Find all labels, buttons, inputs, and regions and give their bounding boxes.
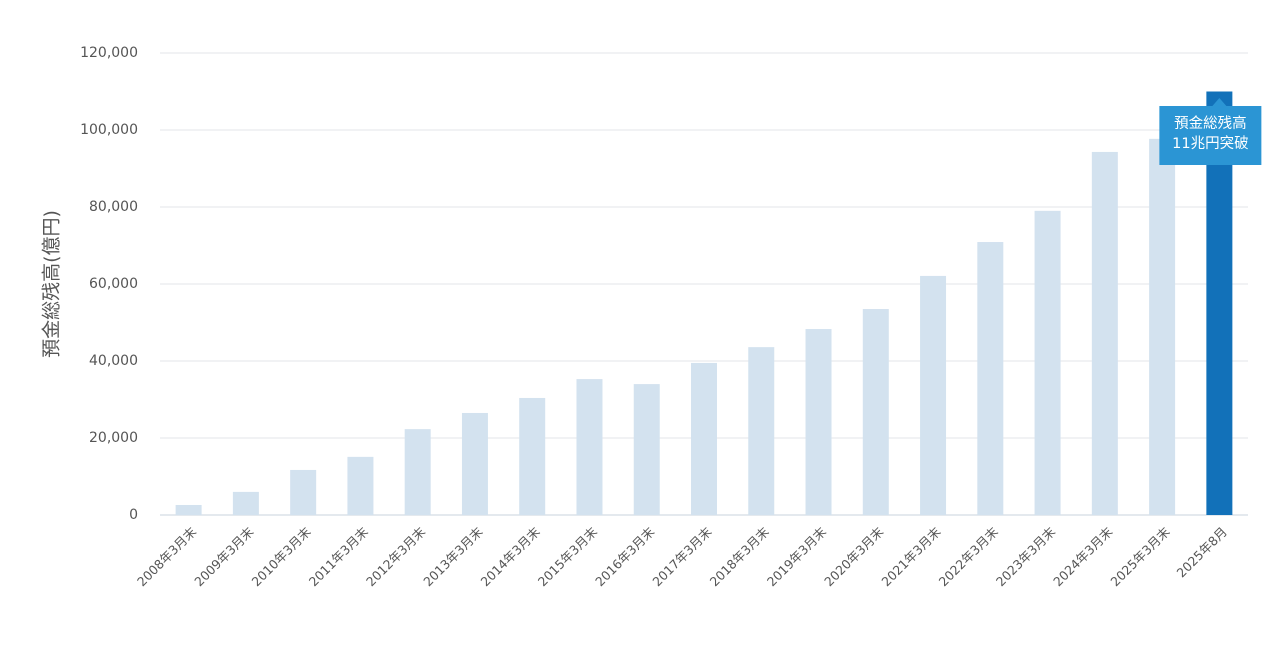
bar (1091, 151, 1118, 515)
bar (920, 275, 947, 515)
x-tick-label: 2021年3月末 (878, 524, 944, 590)
x-tick-label: 2019年3月末 (764, 524, 830, 590)
y-tick-label: 20,000 (89, 430, 138, 446)
x-tick-label: 2020年3月末 (821, 524, 887, 590)
x-tick-label: 2011年3月末 (306, 524, 372, 590)
bar (748, 347, 775, 515)
bar (1034, 210, 1061, 515)
x-tick-label: 2016年3月末 (592, 524, 658, 590)
y-tick-label: 40,000 (89, 353, 138, 369)
bar (404, 429, 431, 515)
annotation-text: 11兆円突破 (1172, 135, 1248, 152)
bar (633, 384, 660, 515)
x-tick-label: 2024年3月末 (1050, 524, 1116, 590)
y-tick-label: 60,000 (89, 276, 138, 292)
bar (691, 362, 717, 515)
x-tick-label: 2008年3月末 (134, 524, 200, 590)
callout-box (1159, 98, 1262, 165)
bar (232, 491, 259, 515)
bar (461, 412, 488, 515)
x-tick-label: 2013年3月末 (420, 524, 486, 590)
bar (519, 397, 546, 515)
bar (175, 504, 202, 515)
bar (290, 469, 317, 515)
bar (862, 309, 889, 515)
y-axis-label: 預金総残高(億円) (41, 210, 63, 358)
x-tick-label: 2025年8月 (1174, 524, 1230, 580)
x-tick-label: 2009年3月末 (191, 524, 257, 590)
bar (347, 456, 374, 515)
x-tick-label: 2012年3月末 (363, 524, 429, 590)
y-tick-label: 0 (129, 507, 138, 523)
x-tick-label: 2010年3月末 (249, 524, 315, 590)
x-tick-label: 2017年3月末 (649, 524, 715, 590)
x-tick-label: 2025年3月末 (1107, 524, 1173, 590)
bar (576, 379, 603, 515)
x-tick-label: 2023年3月末 (993, 524, 1059, 590)
x-tick-label: 2015年3月末 (535, 524, 601, 590)
x-tick-label: 2014年3月末 (478, 524, 544, 590)
x-tick-label: 2018年3月末 (707, 524, 773, 590)
bar (805, 329, 832, 515)
y-tick-label: 120,000 (80, 45, 138, 61)
bar (977, 242, 1004, 515)
y-tick-label: 100,000 (80, 122, 138, 138)
x-tick-label: 2022年3月末 (936, 524, 1002, 590)
annotation-text: 預金総残高 (1174, 115, 1247, 132)
y-tick-label: 80,000 (89, 199, 138, 215)
bar (1149, 138, 1176, 516)
